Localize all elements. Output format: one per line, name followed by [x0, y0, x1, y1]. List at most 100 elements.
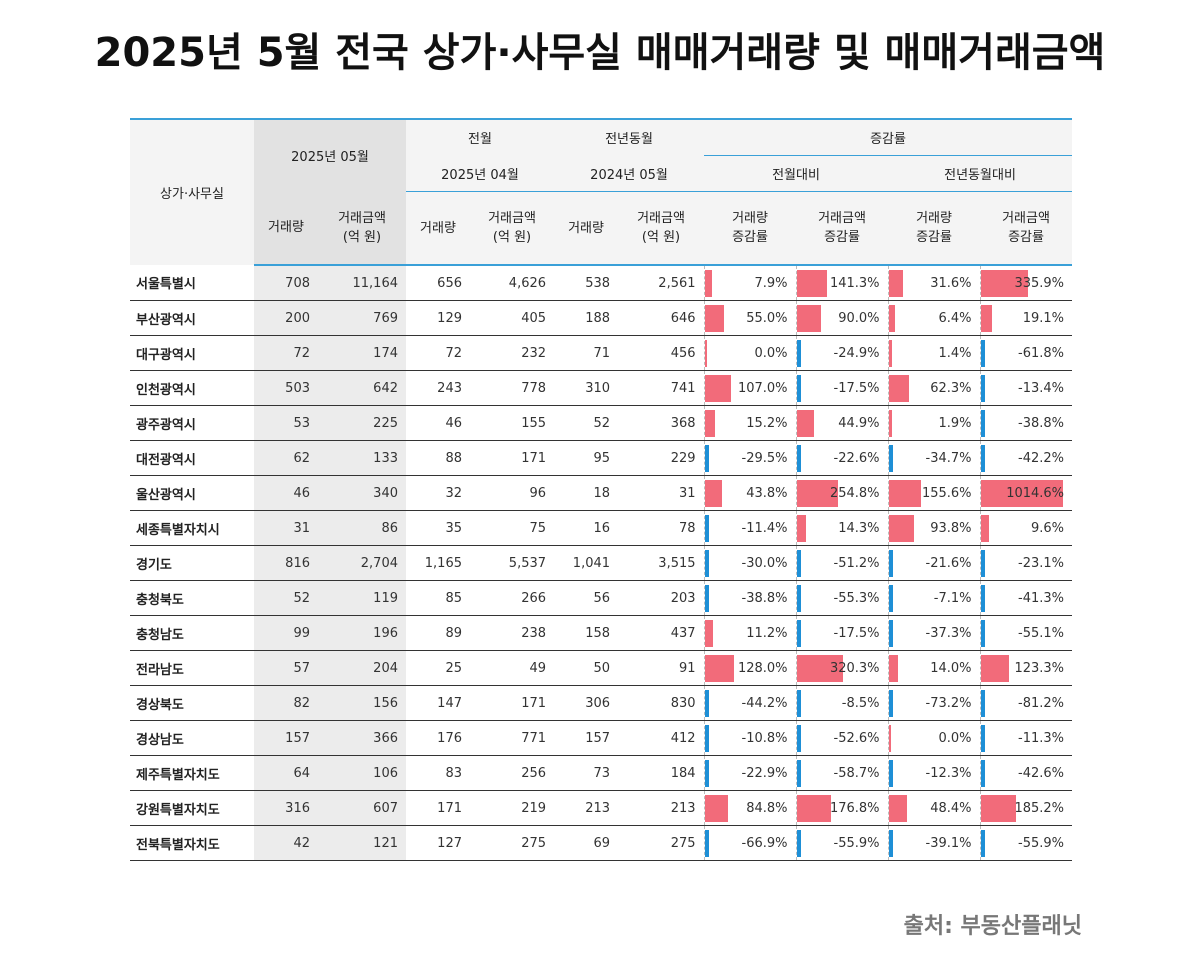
region-cell: 대구광역시	[130, 335, 254, 371]
region-cell: 서울특별시	[130, 265, 254, 301]
change-bar	[888, 690, 893, 717]
change-cell: -52.6%	[795, 720, 889, 756]
value-cell: 266	[470, 580, 555, 616]
change-cell: -11.3%	[979, 720, 1073, 756]
value-cell: 316	[254, 790, 318, 826]
header-volume: 거래량	[554, 191, 619, 266]
change-cell: -12.3%	[887, 755, 981, 791]
value-cell: 32	[406, 475, 470, 511]
table-row: 경기도 816 2,704 1,165 5,537 1,041 3,515 -30.0% -51…	[130, 545, 1073, 581]
change-cell: -24.9%	[795, 335, 889, 371]
change-value: -21.6%	[925, 555, 972, 571]
table-row: 세종특별자치시 31 86 35 75 16 78 -11.4% 14.3% 93.8% 9.6%	[130, 510, 1073, 546]
region-cell: 울산광역시	[130, 475, 254, 511]
region-cell: 대전광역시	[130, 440, 254, 476]
change-cell: -38.8%	[979, 405, 1073, 441]
value-cell: 366	[318, 720, 406, 756]
header-yoy: 전년동월대비	[888, 155, 1073, 192]
change-bar	[888, 620, 893, 647]
change-value: -10.8%	[741, 730, 788, 746]
value-cell: 42	[254, 825, 318, 861]
change-value: 320.3%	[829, 660, 880, 676]
change-value: -8.5%	[841, 695, 880, 711]
change-cell: -51.2%	[795, 545, 889, 581]
table-row: 강원특별자치도 316 607 171 219 213 213 84.8% 176.8% 48.4…	[130, 790, 1073, 826]
change-cell: -10.8%	[703, 720, 797, 756]
value-cell: 129	[406, 300, 470, 336]
change-bar	[704, 270, 712, 297]
header-volume: 거래량	[406, 191, 470, 266]
change-bar	[888, 830, 893, 857]
change-bar	[888, 410, 893, 437]
change-cell: 31.6%	[887, 265, 981, 301]
value-cell: 1,165	[406, 545, 470, 581]
value-cell: 83	[406, 755, 470, 791]
value-cell: 157	[254, 720, 318, 756]
value-cell: 771	[470, 720, 555, 756]
region-cell: 경상남도	[130, 720, 254, 756]
change-value: -42.2%	[1018, 450, 1065, 466]
change-value: -30.0%	[741, 555, 788, 571]
change-bar	[888, 375, 910, 402]
value-cell: 78	[618, 510, 705, 546]
change-value: 93.8%	[930, 520, 972, 536]
change-cell: 155.6%	[887, 475, 981, 511]
change-bar	[980, 305, 992, 332]
value-cell: 82	[254, 685, 318, 721]
value-cell: 64	[254, 755, 318, 791]
change-cell: 43.8%	[703, 475, 797, 511]
change-bar	[980, 480, 1064, 507]
change-bar	[888, 585, 893, 612]
value-cell: 18	[554, 475, 619, 511]
value-cell: 147	[406, 685, 470, 721]
change-cell: -38.8%	[703, 580, 797, 616]
change-value: -11.4%	[741, 520, 788, 536]
header-prev-month: 전월	[406, 118, 555, 156]
change-value: -55.9%	[1018, 835, 1065, 851]
header-volume-change: 거래량 증감률	[704, 191, 797, 266]
change-bar	[704, 375, 732, 402]
value-cell: 31	[254, 510, 318, 546]
value-cell: 256	[470, 755, 555, 791]
value-cell: 96	[470, 475, 555, 511]
change-value: -55.3%	[833, 590, 880, 606]
change-cell: 15.2%	[703, 405, 797, 441]
change-value: -37.3%	[925, 625, 972, 641]
change-bar	[980, 550, 985, 577]
change-bar	[796, 305, 822, 332]
change-bar	[704, 585, 709, 612]
value-cell: 121	[318, 825, 406, 861]
change-bar	[980, 270, 1029, 297]
value-cell: 95	[554, 440, 619, 476]
value-cell: 174	[318, 335, 406, 371]
change-value: 62.3%	[930, 380, 972, 396]
change-value: -44.2%	[741, 695, 788, 711]
value-cell: 830	[618, 685, 705, 721]
change-cell: 320.3%	[795, 650, 889, 686]
change-bar	[980, 620, 985, 647]
value-cell: 456	[618, 335, 705, 371]
change-bar	[796, 830, 801, 857]
value-cell: 155	[470, 405, 555, 441]
value-cell: 11,164	[318, 265, 406, 301]
header-change: 증감률	[704, 118, 1073, 156]
value-cell: 203	[618, 580, 705, 616]
change-cell: 128.0%	[703, 650, 797, 686]
change-cell: 48.4%	[887, 790, 981, 826]
table-row: 충청남도 99 196 89 238 158 437 11.2% -17.5% -37.3% -55…	[130, 615, 1073, 651]
value-cell: 200	[254, 300, 318, 336]
change-cell: -13.4%	[979, 370, 1073, 406]
change-value: 9.6%	[1031, 520, 1065, 536]
value-cell: 646	[618, 300, 705, 336]
value-cell: 708	[254, 265, 318, 301]
value-cell: 73	[554, 755, 619, 791]
change-cell: 1.9%	[887, 405, 981, 441]
value-cell: 4,626	[470, 265, 555, 301]
value-cell: 157	[554, 720, 619, 756]
region-cell: 세종특별자치시	[130, 510, 254, 546]
value-cell: 53	[254, 405, 318, 441]
change-value: -38.8%	[1018, 415, 1065, 431]
value-cell: 213	[618, 790, 705, 826]
change-value: 15.2%	[746, 415, 788, 431]
region-cell: 제주특별자치도	[130, 755, 254, 791]
